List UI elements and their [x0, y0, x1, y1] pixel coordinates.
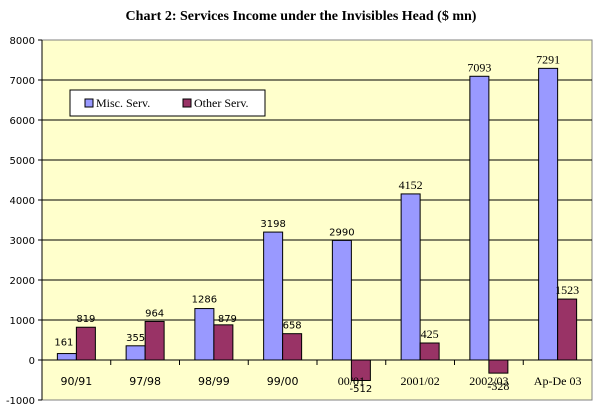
x-tick-label: 2002/03: [469, 374, 508, 388]
data-label: 7291: [536, 52, 560, 66]
bar-misc: [538, 67, 559, 361]
bar-other: [213, 324, 234, 361]
bar-misc: [194, 308, 215, 361]
chart-title: Chart 2: Services Income under the Invis…: [125, 9, 477, 24]
x-tick-label: 90/91: [61, 375, 93, 388]
data-label: -512: [350, 384, 373, 395]
x-tick-label: Ap-De 03: [534, 374, 582, 388]
data-label: 161: [54, 338, 73, 349]
bars: [56, 67, 578, 381]
bar-other: [419, 342, 440, 361]
legend-label-other: Other Serv.: [194, 96, 249, 110]
data-label: 7093: [467, 60, 491, 74]
x-tick-label: 2001/02: [400, 374, 439, 388]
bar-misc: [331, 239, 352, 361]
x-tick-label: 99/00: [267, 375, 299, 388]
legend: Misc. Serv. Other Serv.: [69, 89, 266, 117]
data-label: 879: [218, 314, 237, 325]
bar-misc: [400, 193, 421, 361]
y-axis: -1000 0 1000 2000 3000 4000 5000 6000 7000 8000: [6, 36, 43, 407]
y-tick-label: -1000: [6, 396, 35, 407]
legend-swatch-misc: [84, 98, 94, 108]
y-tick-label: 3000: [10, 236, 35, 247]
y-tick-label: 2000: [10, 276, 35, 287]
data-label: 425: [421, 327, 439, 341]
legend-label-misc: Misc. Serv.: [96, 96, 150, 110]
bar-other: [144, 320, 165, 361]
x-tick-label: 97/98: [129, 375, 161, 388]
y-tick-label: 6000: [10, 116, 35, 127]
data-label: 964: [145, 308, 164, 319]
bar-misc: [469, 75, 490, 361]
legend-swatch-other: [182, 98, 192, 108]
data-label: 1523: [555, 283, 579, 297]
y-tick-label: 4000: [10, 196, 35, 207]
bar-other: [75, 326, 96, 361]
data-label: 3198: [260, 219, 285, 230]
y-tick-label: 0: [29, 356, 35, 367]
y-tick-label: 1000: [10, 316, 35, 327]
y-tick-label: 8000: [10, 36, 35, 47]
data-label: 355: [126, 333, 145, 344]
bar-misc: [56, 353, 77, 361]
bar-misc: [263, 231, 284, 361]
data-label: 658: [283, 321, 302, 332]
x-tick-label: 98/99: [198, 375, 230, 388]
y-tick-label: 7000: [10, 76, 35, 87]
x-axis: 90/91 97/98 98/99 99/00 00/01 2001/02 2002/03 A…: [42, 359, 592, 388]
data-label: 4152: [399, 178, 423, 192]
x-tick-label: 00/01: [338, 374, 365, 388]
data-label: 819: [76, 314, 95, 325]
y-tick-label: 5000: [10, 156, 35, 167]
data-label: 1286: [192, 295, 217, 306]
bar-other: [488, 359, 509, 374]
bar-other: [557, 298, 578, 361]
bar-misc: [125, 345, 146, 361]
legend-box: [69, 89, 266, 117]
data-label: -328: [487, 379, 509, 393]
bar-other: [282, 333, 303, 361]
gridlines: [42, 79, 592, 361]
data-label: 2990: [329, 227, 354, 238]
